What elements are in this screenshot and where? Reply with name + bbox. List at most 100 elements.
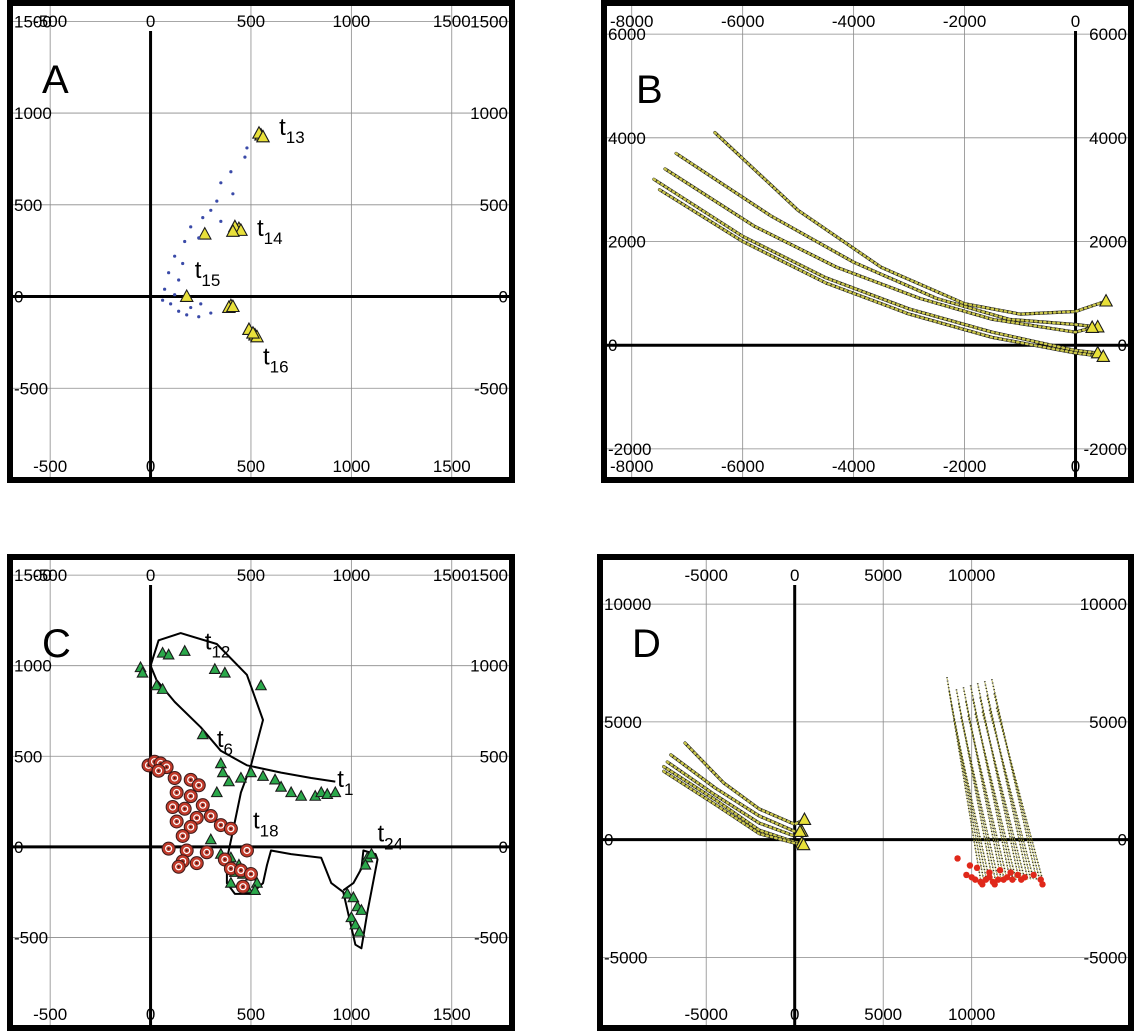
- fan-track-line: [976, 683, 1020, 880]
- triangle-marker: [284, 785, 298, 798]
- ring-marker-inner: [183, 846, 191, 855]
- x-tick-label-top: 1000: [332, 566, 370, 585]
- red-point: [1030, 871, 1037, 879]
- small-dot-marker: [219, 219, 223, 223]
- ring-marker-core: [175, 791, 178, 794]
- panel-frame: [601, 0, 1134, 483]
- ring-marker-core: [189, 825, 192, 828]
- fan-track-line-dots: [979, 697, 1023, 880]
- time-annotation-subscript: 6: [223, 740, 232, 759]
- x-tick-label-top: -8000: [610, 12, 653, 31]
- x-tick-label-bottom: 10000: [948, 1005, 995, 1024]
- y-tick-label-left: 500: [14, 747, 42, 766]
- ring-marker-core: [229, 827, 232, 830]
- x-tick-label-top: -6000: [721, 12, 764, 31]
- panel-letter: D: [632, 622, 661, 666]
- fan-track-line-dots: [995, 707, 1043, 880]
- panel-letter: C: [42, 622, 71, 666]
- ring-marker-core: [249, 873, 252, 876]
- y-tick-label-left: -2000: [608, 440, 651, 459]
- y-tick-label-right: 10000: [1080, 595, 1127, 614]
- y-tick-label-left: 5000: [604, 713, 642, 732]
- red-point: [995, 876, 1002, 883]
- small-dot-marker: [245, 146, 249, 150]
- fan-track-line: [969, 685, 1011, 880]
- x-tick-label-bottom: 1000: [332, 1005, 370, 1024]
- chart-panel-c: -500-500005005001000100015001500-500-500…: [7, 554, 515, 1031]
- triangle-marker: [162, 648, 175, 660]
- small-dot-marker: [229, 170, 233, 174]
- triangle-marker: [1085, 319, 1100, 333]
- y-tick-label-left: -500: [14, 379, 48, 398]
- y-tick-label-left: 1500: [14, 566, 52, 585]
- time-annotation: t16: [263, 343, 289, 376]
- time-annotation-subscript: 16: [270, 357, 289, 376]
- red-point: [986, 869, 993, 876]
- triangle-marker: [234, 771, 248, 783]
- time-annotation-subscript: 18: [260, 822, 279, 841]
- ring-marker-core: [229, 867, 232, 870]
- triangle-marker: [225, 298, 240, 313]
- fan-track-line-dots: [986, 695, 1032, 880]
- triangle-marker: [256, 769, 270, 781]
- triangle-marker: [349, 918, 362, 930]
- track-line: [683, 741, 805, 826]
- y-tick-label-right: 1000: [470, 104, 508, 123]
- small-dot-marker: [161, 298, 165, 302]
- time-annotation-base: t: [377, 820, 384, 847]
- data-layer: [604, 31, 1131, 480]
- x-tick-label-top: -500: [33, 566, 67, 585]
- triangle-marker: [347, 890, 360, 903]
- triangle-marker: [355, 903, 368, 915]
- y-tick-label-left: -5000: [604, 948, 647, 967]
- small-dot-marker: [183, 239, 187, 244]
- ring-marker-core: [209, 815, 212, 818]
- small-dot-marker: [201, 216, 205, 220]
- triangle-marker: [353, 925, 366, 937]
- red-point: [1018, 876, 1025, 883]
- ring-marker-core: [177, 865, 180, 868]
- ring-marker-core: [185, 849, 188, 852]
- fan-track-line: [960, 717, 1000, 880]
- x-tick-label-bottom: -500: [33, 1005, 67, 1024]
- ring-marker-inner: [199, 801, 207, 809]
- small-dot-marker: [215, 199, 219, 203]
- fan-track-line: [948, 691, 985, 880]
- small-dot-marker: [181, 261, 185, 266]
- fan-track-line: [962, 687, 1002, 880]
- y-tick-label-right: 2000: [1089, 233, 1127, 252]
- x-tick-label-bottom: -500: [33, 457, 67, 476]
- time-annotation: t12: [205, 628, 231, 661]
- small-dot-marker: [173, 254, 177, 258]
- y-tick-label-left: 1500: [14, 12, 52, 31]
- triangle-marker: [225, 223, 240, 237]
- ring-marker-core: [241, 885, 244, 888]
- panel-letter: A: [42, 58, 69, 102]
- ring-marker-inner: [243, 846, 251, 855]
- red-point: [979, 881, 986, 888]
- small-dot-marker: [189, 225, 193, 229]
- fan-track-line-dots: [984, 681, 1029, 880]
- ring-marker-inner: [165, 845, 173, 853]
- fan-track-line-dots: [967, 715, 1008, 880]
- time-annotation-subscript: 15: [201, 271, 220, 290]
- time-annotation-base: t: [279, 114, 286, 141]
- triangle-marker: [136, 666, 149, 678]
- panel-frame: [597, 554, 1134, 1031]
- y-tick-label-left: 10000: [604, 595, 651, 614]
- triangle-marker: [254, 678, 268, 691]
- triangle-marker: [797, 811, 812, 826]
- fan-track-line: [988, 709, 1035, 880]
- plot-background: [10, 3, 512, 480]
- small-dot-marker: [231, 192, 235, 196]
- panel-frame: [7, 0, 515, 483]
- red-point: [986, 874, 993, 881]
- time-annotation: t13: [279, 114, 305, 147]
- small-dot-marker: [219, 181, 223, 185]
- ring-marker-core: [245, 849, 248, 852]
- red-point: [991, 881, 998, 888]
- fan-track-line: [957, 703, 997, 880]
- triangle-marker: [345, 910, 358, 923]
- ring-marker-inner: [237, 866, 245, 874]
- ring-marker-inner: [187, 792, 195, 800]
